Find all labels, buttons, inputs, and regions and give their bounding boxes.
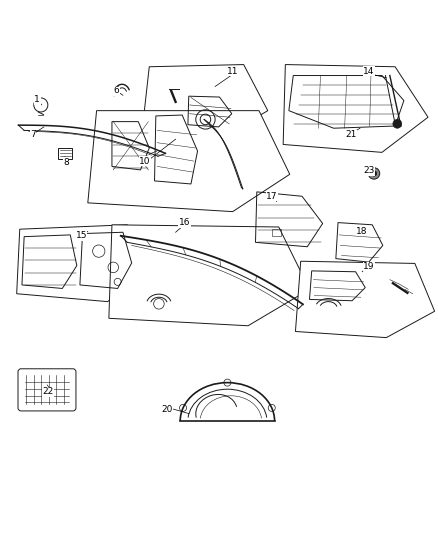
Polygon shape [283, 64, 427, 152]
Text: 19: 19 [362, 262, 374, 271]
Text: 16: 16 [178, 218, 190, 227]
Text: 10: 10 [139, 157, 150, 166]
Text: 18: 18 [356, 227, 367, 236]
Polygon shape [142, 64, 267, 139]
Polygon shape [88, 111, 289, 212]
Text: 14: 14 [362, 67, 374, 76]
Text: 23: 23 [362, 166, 374, 175]
Circle shape [367, 168, 379, 179]
Polygon shape [17, 225, 147, 302]
Bar [58, 148, 72, 159]
Text: 11: 11 [226, 67, 238, 76]
Text: 7: 7 [30, 130, 36, 139]
Text: 20: 20 [161, 405, 172, 414]
Text: 15: 15 [75, 231, 87, 240]
Text: 1: 1 [34, 95, 40, 104]
Polygon shape [295, 261, 434, 337]
Text: 21: 21 [345, 130, 356, 139]
Text: 17: 17 [266, 192, 277, 201]
Polygon shape [109, 225, 309, 326]
Circle shape [371, 171, 376, 176]
Text: 22: 22 [42, 387, 54, 396]
Text: 8: 8 [63, 158, 69, 166]
Bar [272, 229, 280, 236]
Text: 6: 6 [113, 86, 119, 95]
Circle shape [392, 119, 401, 128]
